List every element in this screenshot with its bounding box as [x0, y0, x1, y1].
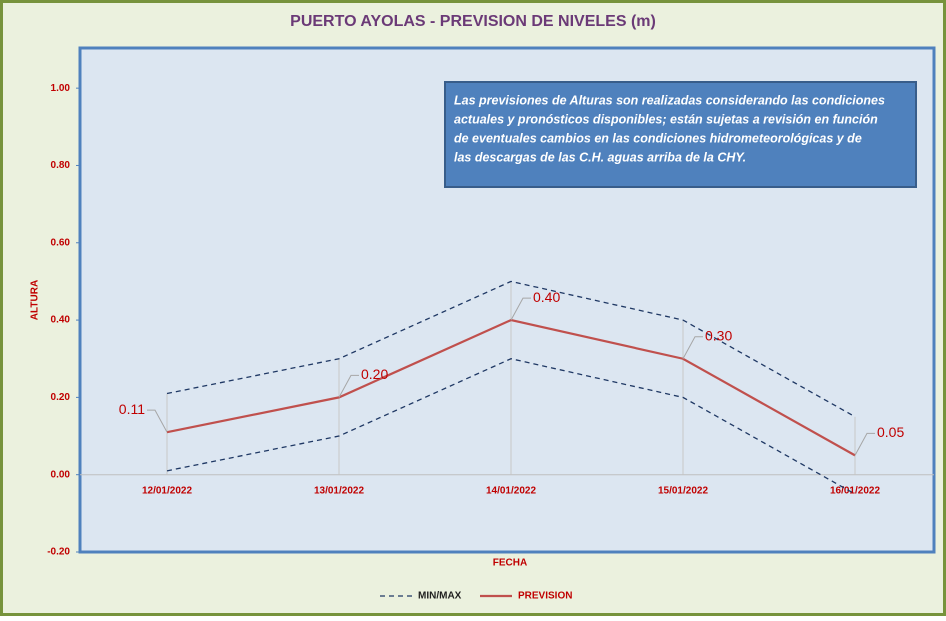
note-text: Las previsiones de Alturas son realizada… — [454, 93, 885, 107]
y-axis-label: ALTURA — [30, 280, 41, 320]
note-box — [444, 81, 917, 188]
y-tick-label: 1.00 — [51, 83, 71, 94]
y-tick-label: 0.40 — [51, 315, 71, 326]
range-line — [166, 280, 856, 418]
data-label: 0.05 — [877, 424, 904, 440]
chart-title: PUERTO AYOLAS - PREVISION DE NIVELES (m) — [290, 13, 656, 30]
x-tick-label: 16/01/2022 — [830, 486, 880, 497]
leader-line — [147, 409, 168, 433]
leader-line — [510, 297, 531, 321]
x-tick-label: 13/01/2022 — [314, 486, 364, 497]
legend-label: MIN/MAX — [418, 591, 462, 602]
data-label: 0.20 — [361, 366, 388, 382]
y-tick-label: 0.20 — [51, 392, 71, 403]
data-label: 0.40 — [533, 289, 560, 305]
y-tick-label: 0.80 — [51, 160, 71, 171]
x-axis-label: FECHA — [493, 558, 527, 569]
range-line — [166, 358, 856, 495]
y-tick-label: 0.60 — [51, 237, 71, 248]
leader-line — [854, 432, 875, 456]
note-text: las descargas de las C.H. aguas arriba d… — [454, 150, 746, 164]
leader-line — [338, 374, 359, 398]
note-text: de eventuales cambios en las condiciones… — [454, 131, 862, 145]
y-tick-label: 0.00 — [51, 469, 71, 480]
note-text: actuales y pronósticos disponibles; está… — [454, 112, 878, 126]
x-tick-label: 15/01/2022 — [658, 486, 708, 497]
legend-label: PREVISION — [518, 591, 572, 602]
x-tick-label: 14/01/2022 — [486, 486, 536, 497]
x-tick-label: 12/01/2022 — [142, 486, 192, 497]
data-label: 0.30 — [705, 327, 732, 343]
data-label: 0.11 — [119, 401, 145, 417]
leader-line — [682, 336, 703, 359]
y-tick-label: -0.20 — [47, 547, 70, 558]
